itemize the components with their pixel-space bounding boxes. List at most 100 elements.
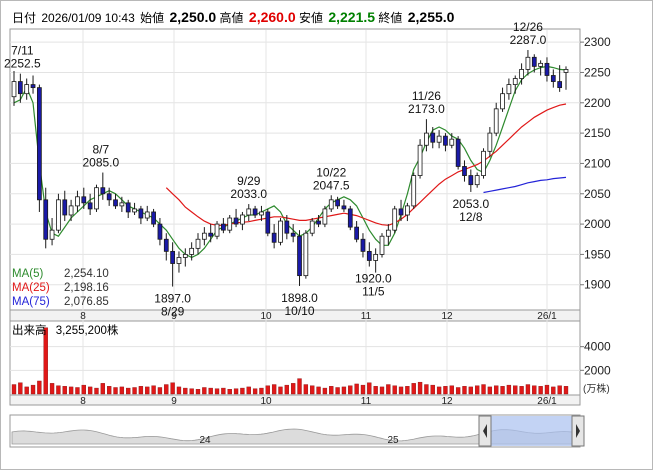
candle-body bbox=[487, 132, 493, 152]
candle-body bbox=[24, 84, 30, 95]
candle-body bbox=[176, 257, 182, 264]
volume-bar bbox=[113, 387, 118, 395]
y-tick-label: 2000 bbox=[584, 217, 611, 231]
volume-bar bbox=[265, 385, 270, 395]
candle-body bbox=[385, 229, 391, 237]
volume-bar bbox=[75, 387, 80, 395]
candle-body bbox=[303, 232, 309, 277]
volume-bar bbox=[170, 382, 175, 395]
candle-body bbox=[37, 87, 42, 201]
volume-bar bbox=[214, 388, 220, 395]
volume-bar bbox=[360, 384, 366, 395]
navigator-left-handle-icon bbox=[483, 424, 487, 438]
y-tick-label: 2250 bbox=[584, 65, 611, 79]
annotation-value: 2085.0 bbox=[82, 156, 119, 170]
annotation-date: 11/26 bbox=[412, 89, 441, 103]
volume-label: 出来高 bbox=[12, 325, 47, 337]
candle-body bbox=[68, 205, 74, 216]
candle-body bbox=[113, 199, 118, 207]
volume-bar bbox=[506, 384, 512, 395]
volume-bar bbox=[475, 385, 480, 395]
volume-bar bbox=[481, 384, 486, 395]
volume-bar bbox=[544, 384, 550, 395]
navigator-label: 24 bbox=[199, 435, 211, 446]
candle-body bbox=[512, 78, 518, 85]
volume-bar bbox=[341, 386, 347, 395]
volume-bar bbox=[297, 378, 302, 395]
volume-bar bbox=[557, 385, 562, 395]
candle-body bbox=[119, 202, 125, 207]
candlestick-series bbox=[11, 50, 569, 287]
candle-body bbox=[214, 223, 220, 237]
annotation-value: 2033.0 bbox=[230, 187, 267, 201]
volume-bar bbox=[132, 387, 137, 395]
volume-bar bbox=[202, 387, 207, 395]
navigator-label: 25 bbox=[387, 435, 399, 446]
volume-bar bbox=[494, 385, 499, 395]
x-tick-label: 12 bbox=[441, 311, 453, 322]
annotation-date: 8/7 bbox=[92, 143, 109, 157]
annotation-value: 2047.5 bbox=[313, 178, 350, 192]
volume-bar bbox=[316, 386, 321, 395]
candle-body bbox=[443, 135, 448, 146]
volume-bar bbox=[278, 386, 283, 395]
volume-bar bbox=[24, 386, 29, 395]
volume-bar bbox=[398, 386, 404, 395]
candle-body bbox=[151, 211, 156, 225]
volume-bar bbox=[107, 386, 112, 395]
annotation-date: 12/26 bbox=[513, 20, 543, 34]
annotation-date: 7/11 bbox=[11, 44, 34, 58]
candle-body bbox=[81, 196, 87, 204]
candle-body bbox=[208, 232, 214, 237]
volume-unit-label: (万株) bbox=[583, 382, 610, 395]
volume-bar bbox=[259, 387, 264, 395]
candle-body bbox=[411, 175, 417, 207]
candle-body bbox=[455, 138, 461, 167]
ma-line-ma75 bbox=[483, 176, 567, 194]
navigator-right-handle-icon bbox=[576, 424, 580, 438]
volume-bar bbox=[329, 386, 334, 395]
candle-body bbox=[538, 62, 543, 67]
candle-body bbox=[125, 202, 131, 213]
candle-body bbox=[462, 166, 467, 176]
annotation-value: 1920.0 bbox=[355, 272, 392, 286]
candle-body bbox=[474, 175, 480, 186]
volume-bar bbox=[151, 385, 156, 395]
ma-line-ma25 bbox=[165, 103, 567, 226]
volume-bar bbox=[455, 387, 461, 395]
volume-bar bbox=[240, 387, 245, 395]
date-label: 日付 bbox=[12, 11, 37, 25]
volume-x-axis: 8 9 10 11 12 26/1 bbox=[80, 396, 557, 407]
volume-bar bbox=[56, 385, 61, 395]
volume-bar bbox=[119, 386, 125, 395]
volume-bar bbox=[126, 387, 131, 395]
candle-body bbox=[347, 208, 353, 228]
volume-x-tick-label: 8 bbox=[80, 396, 86, 407]
candle-body bbox=[240, 214, 245, 225]
navigator-selection[interactable] bbox=[485, 416, 577, 446]
open-label: 始値 bbox=[140, 11, 165, 25]
y-tick-label: 2300 bbox=[584, 35, 611, 49]
open-value: 2,250.0 bbox=[169, 9, 217, 25]
close-label: 終値 bbox=[378, 11, 403, 25]
volume-bar bbox=[87, 386, 93, 395]
candle-body bbox=[544, 62, 550, 76]
candle-body bbox=[284, 220, 290, 234]
volume-bar bbox=[354, 383, 359, 395]
volume-bar bbox=[233, 388, 239, 395]
y-tick-label: 2050 bbox=[584, 187, 611, 201]
candle-body bbox=[233, 217, 239, 225]
volume-bar bbox=[436, 386, 442, 395]
y-tick-label: 2150 bbox=[584, 126, 611, 140]
volume-bar bbox=[500, 386, 505, 395]
candle-body bbox=[265, 211, 271, 234]
volume-bar bbox=[348, 385, 353, 395]
candle-body bbox=[163, 238, 169, 252]
candle-body bbox=[341, 205, 347, 210]
candle-body bbox=[227, 217, 233, 231]
volume-bar bbox=[49, 383, 55, 395]
candle-body bbox=[144, 211, 150, 219]
ma5-value: 2,254.10 bbox=[64, 268, 109, 280]
volume-bar bbox=[208, 387, 213, 395]
